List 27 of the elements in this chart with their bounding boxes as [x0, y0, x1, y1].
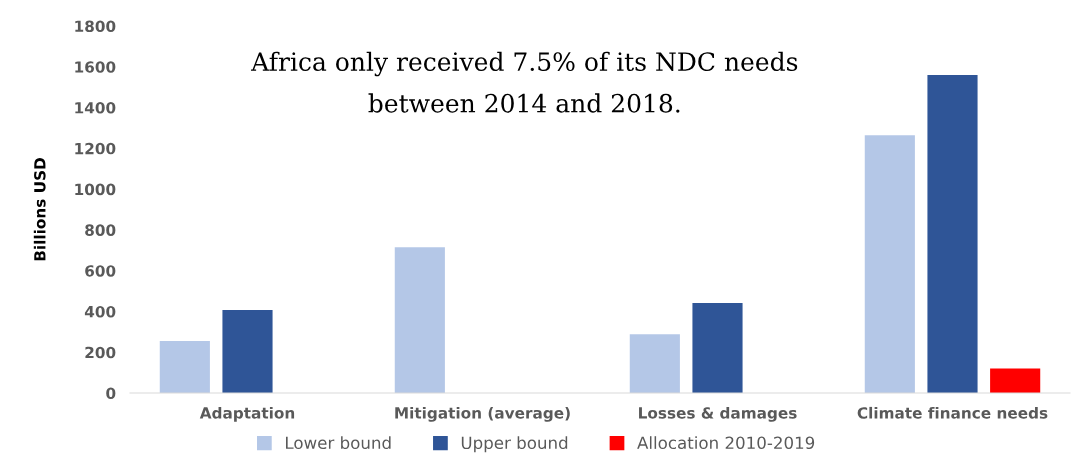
y-axis-title: Billions USD [33, 158, 46, 261]
x-tick-label: Losses & damages [639, 406, 797, 422]
text: Africa only received 7.5% of its NDC needs between 2014 and 2018. [250, 51, 798, 113]
x-tick-label: Climate finance needs [857, 406, 1048, 419]
bar [222, 310, 273, 393]
bar [629, 334, 680, 393]
y-tick-label: 400 [84, 305, 116, 318]
bar [394, 247, 445, 393]
y-tick-label: 800 [85, 224, 116, 236]
y-tick-label: 1400 [75, 102, 116, 114]
y-tick-label: 1600 [75, 61, 116, 73]
y-tick-label: 600 [85, 265, 116, 277]
y-tick-label: 1000 [75, 183, 116, 196]
x-tick-label: Adaptation [199, 406, 295, 422]
legend-label: Upper bound [461, 436, 568, 453]
bar [159, 341, 210, 393]
bar [864, 135, 915, 393]
y-tick-label: 200 [85, 346, 116, 359]
legend-label: Allocation 2010-2019 [637, 436, 815, 450]
y-tick-label: 1200 [75, 142, 116, 155]
bar [692, 303, 743, 393]
x-tick-label: Mitigation (average) [395, 406, 570, 422]
legend-label: Lower bound [286, 436, 391, 450]
bar [990, 368, 1041, 393]
bar [927, 74, 978, 393]
y-tick-label: 1800 [75, 20, 116, 33]
y-tick-label: 0 [106, 387, 116, 400]
